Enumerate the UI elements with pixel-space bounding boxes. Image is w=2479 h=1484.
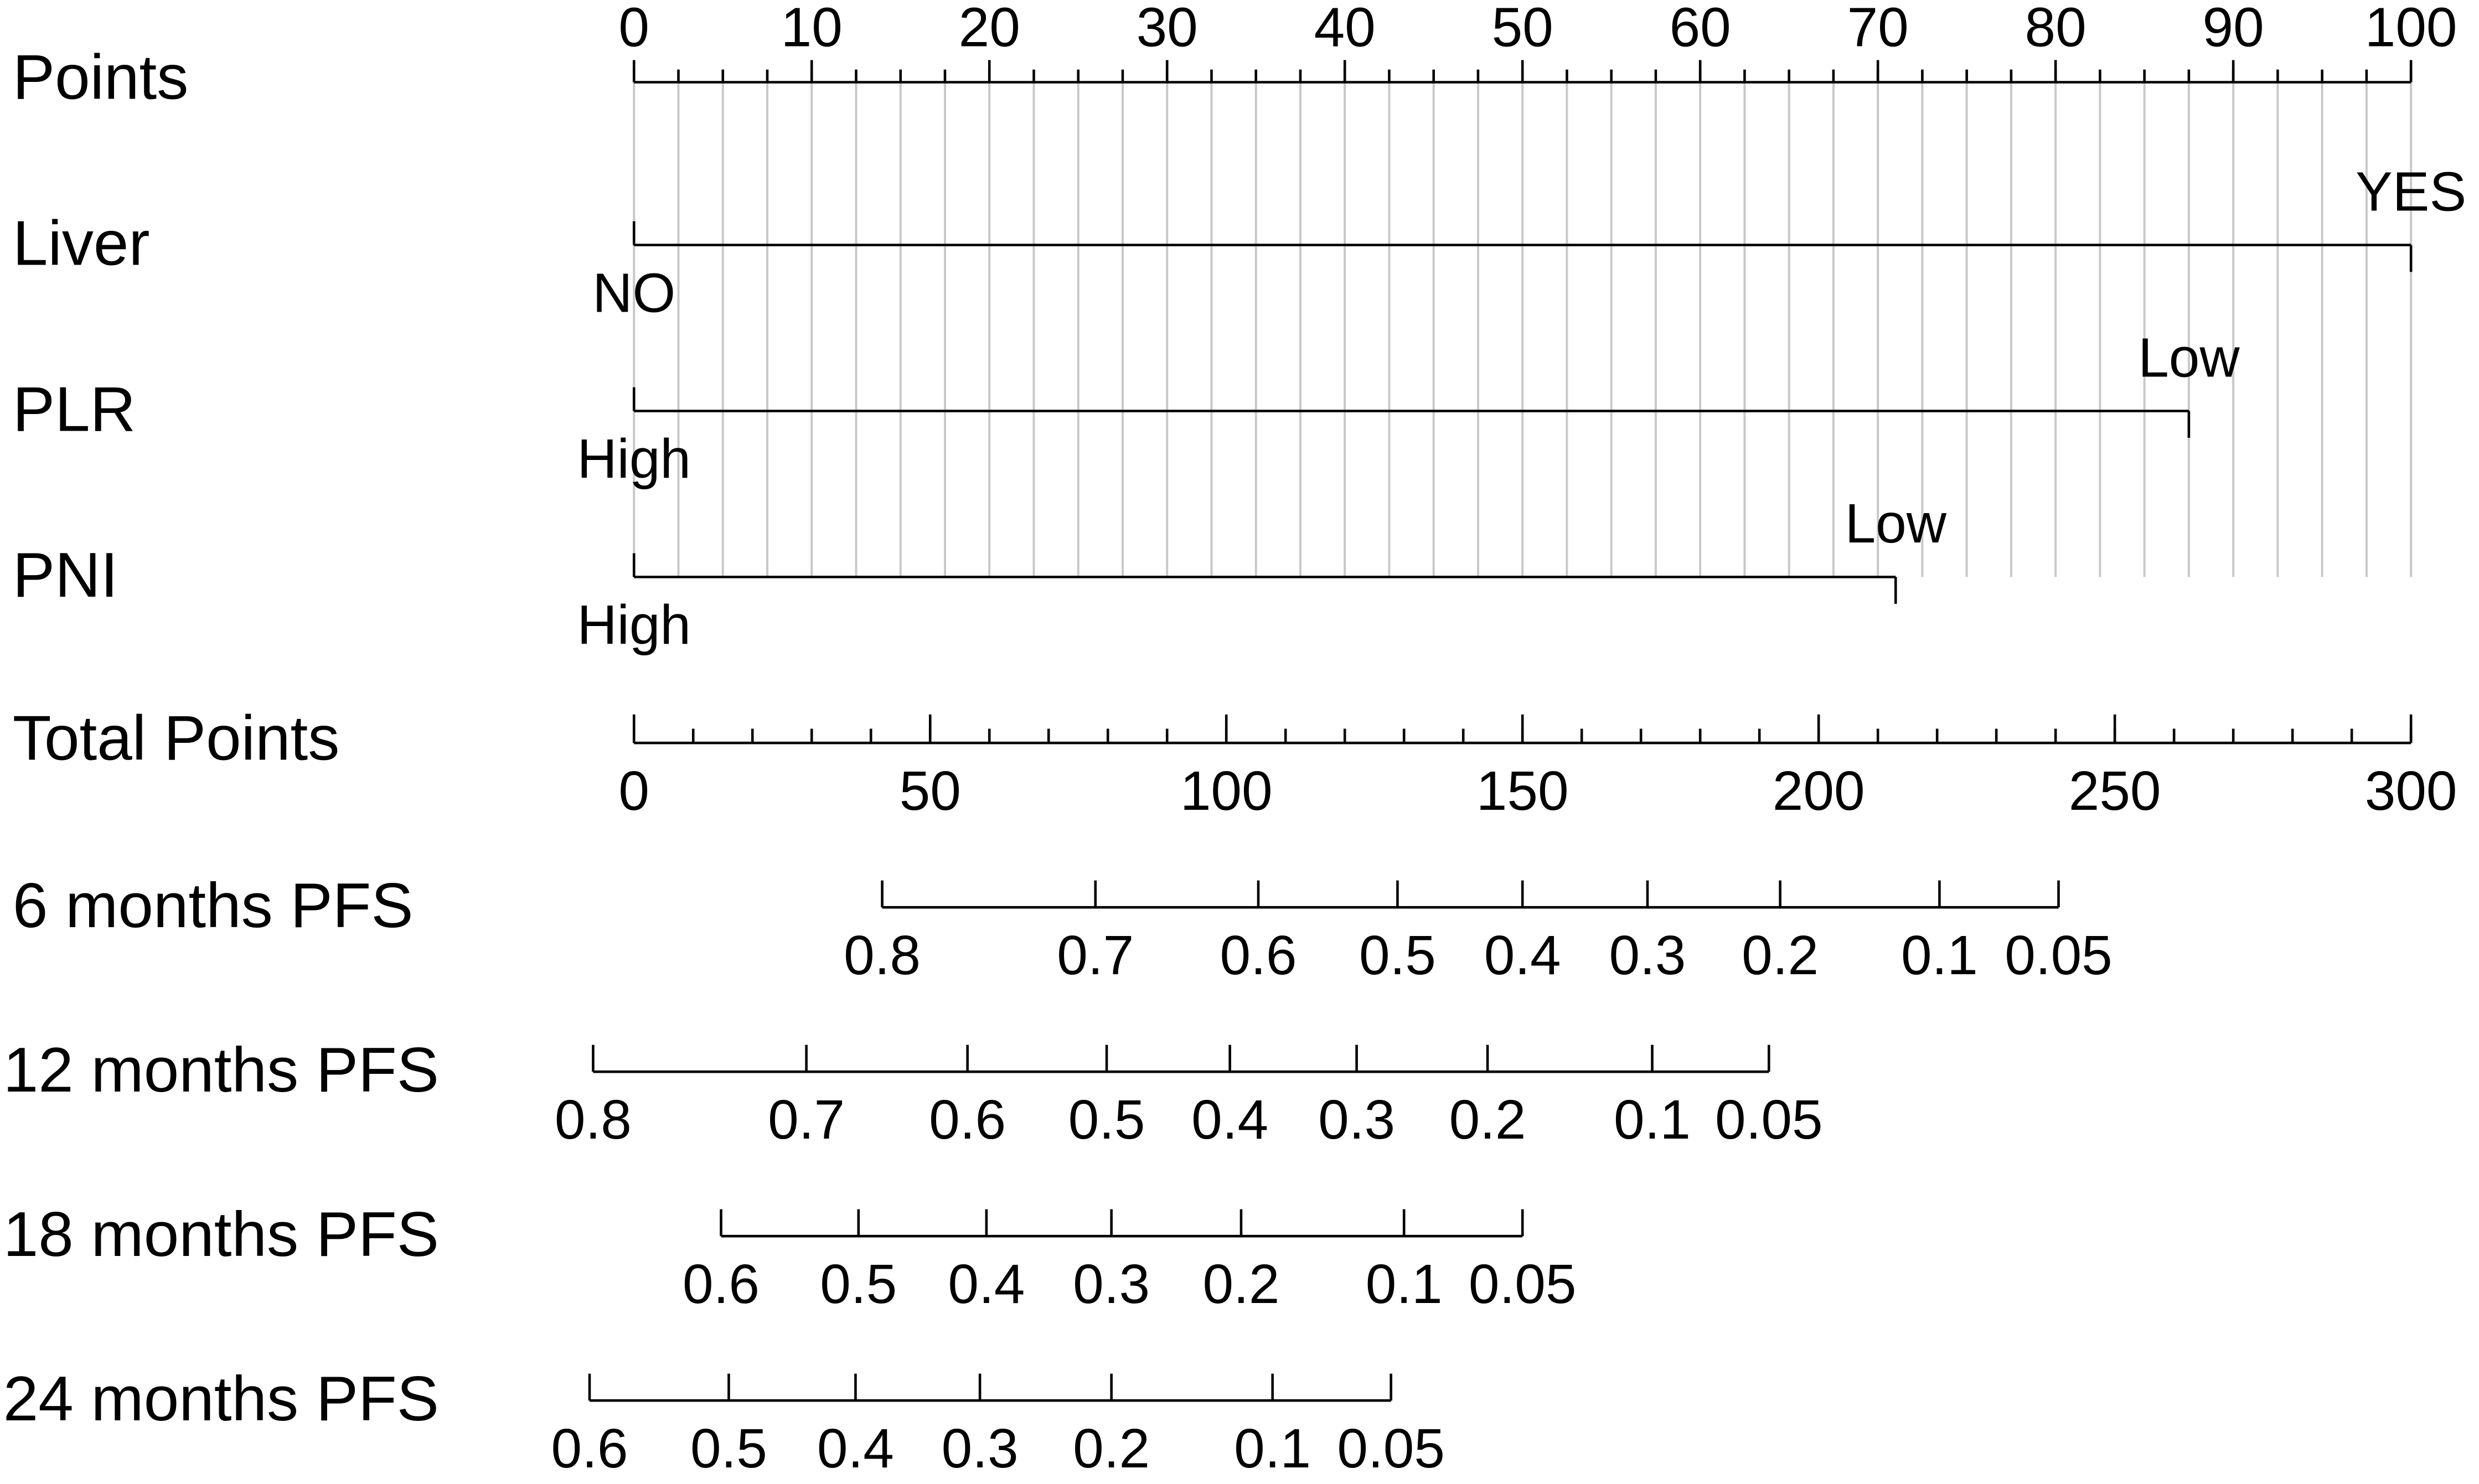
scale-tick-label: 0.5 bbox=[1359, 925, 1436, 986]
tick-label: 0 bbox=[618, 0, 649, 59]
scale-tick-label: 0.4 bbox=[1191, 1089, 1268, 1151]
scale-tick-label: 0.6 bbox=[1220, 925, 1297, 986]
scale-tick-label: 0.5 bbox=[1068, 1089, 1145, 1151]
scale-tick-label: 0.8 bbox=[555, 1089, 632, 1151]
tick-label: 50 bbox=[900, 761, 961, 822]
tick-label: 30 bbox=[1137, 0, 1198, 59]
scale-tick-label: 0.3 bbox=[1609, 925, 1686, 986]
scale-tick-label: 0.6 bbox=[929, 1089, 1006, 1151]
scale-tick-label: 0.8 bbox=[844, 925, 921, 986]
scale-tick-label: 0.4 bbox=[817, 1418, 894, 1480]
scale-tick-label: 0.4 bbox=[948, 1254, 1025, 1315]
row-label: 24 months PFS bbox=[3, 1364, 439, 1434]
row-label: Points bbox=[13, 43, 188, 113]
row-label: 18 months PFS bbox=[3, 1199, 439, 1270]
tick-label: 250 bbox=[2069, 761, 2161, 822]
tick-label: 70 bbox=[1847, 0, 1909, 59]
tick-label: 10 bbox=[781, 0, 843, 59]
scale-tick-label: 0.7 bbox=[768, 1089, 845, 1151]
tick-label: 200 bbox=[1773, 761, 1865, 822]
scale-tick-label: 0.1 bbox=[1901, 925, 1978, 986]
tick-label: 20 bbox=[959, 0, 1020, 59]
scale-tick-label: 0.5 bbox=[690, 1418, 767, 1480]
level-label: YES bbox=[2356, 162, 2466, 223]
scale-tick-label: 0.3 bbox=[942, 1418, 1019, 1480]
scale-tick-label: 0.05 bbox=[1469, 1254, 1577, 1315]
scale-tick-label: 0.05 bbox=[1715, 1089, 1823, 1151]
tick-label: 100 bbox=[1180, 761, 1273, 822]
scale-tick-label: 0.4 bbox=[1484, 925, 1561, 986]
scale-tick-label: 0.6 bbox=[551, 1418, 628, 1480]
scale-tick-label: 0.1 bbox=[1366, 1254, 1443, 1315]
tick-label: 40 bbox=[1314, 0, 1376, 59]
level-label: Low bbox=[1845, 493, 1947, 555]
tick-label: 60 bbox=[1670, 0, 1731, 59]
scale-tick-label: 0.05 bbox=[1337, 1418, 1445, 1480]
tick-label: 90 bbox=[2203, 0, 2264, 59]
scale-tick-label: 0.1 bbox=[1614, 1089, 1691, 1151]
row-label: PLR bbox=[13, 374, 136, 444]
tick-label: 80 bbox=[2025, 0, 2087, 59]
tick-label: 100 bbox=[2365, 0, 2457, 59]
tick-label: 150 bbox=[1476, 761, 1569, 822]
row-label: PNI bbox=[13, 540, 118, 611]
level-label: NO bbox=[592, 262, 675, 324]
scale-tick-label: 0.2 bbox=[1742, 925, 1819, 986]
row-label: 12 months PFS bbox=[3, 1035, 439, 1105]
scale-tick-label: 0.3 bbox=[1073, 1254, 1150, 1315]
row-label: 6 months PFS bbox=[13, 871, 414, 941]
level-label: High bbox=[577, 428, 691, 490]
scale-tick-label: 0.2 bbox=[1073, 1418, 1150, 1480]
tick-label: 0 bbox=[618, 761, 649, 822]
tick-label: 300 bbox=[2365, 761, 2457, 822]
level-label: High bbox=[577, 594, 691, 656]
scale-tick-label: 0.5 bbox=[820, 1254, 897, 1315]
scale-tick-label: 0.2 bbox=[1202, 1254, 1279, 1315]
row-label: Liver bbox=[13, 209, 150, 279]
scale-tick-label: 0.3 bbox=[1318, 1089, 1395, 1151]
scale-tick-label: 0.7 bbox=[1057, 925, 1134, 986]
tick-label: 50 bbox=[1492, 0, 1553, 59]
scale-tick-label: 0.2 bbox=[1449, 1089, 1526, 1151]
level-label: Low bbox=[2138, 327, 2240, 389]
row-label: Total Points bbox=[13, 703, 339, 773]
scale-tick-label: 0.05 bbox=[2005, 925, 2113, 986]
scale-tick-label: 0.1 bbox=[1234, 1418, 1311, 1480]
scale-tick-label: 0.6 bbox=[683, 1254, 760, 1315]
